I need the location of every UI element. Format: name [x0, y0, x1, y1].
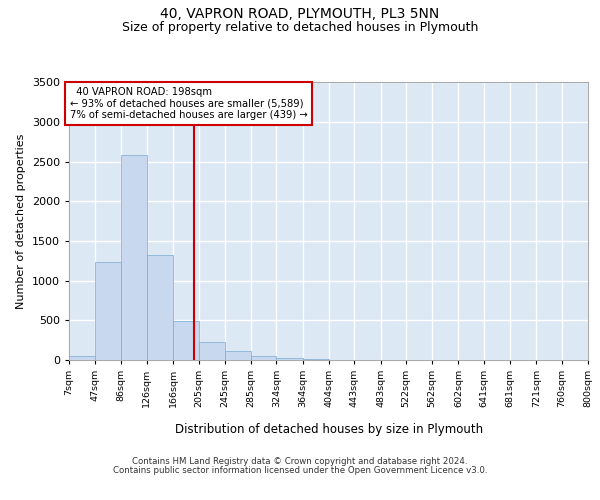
- Text: Contains public sector information licensed under the Open Government Licence v3: Contains public sector information licen…: [113, 466, 487, 475]
- Bar: [199, 342, 225, 360]
- Text: Contains HM Land Registry data © Crown copyright and database right 2024.: Contains HM Land Registry data © Crown c…: [132, 457, 468, 466]
- Text: Distribution of detached houses by size in Plymouth: Distribution of detached houses by size …: [175, 422, 483, 436]
- Text: Size of property relative to detached houses in Plymouth: Size of property relative to detached ho…: [122, 21, 478, 34]
- Bar: [69, 356, 95, 360]
- Bar: [277, 358, 302, 360]
- Bar: [95, 262, 121, 360]
- Y-axis label: Number of detached properties: Number of detached properties: [16, 134, 26, 309]
- Bar: [147, 254, 173, 360]
- Text: 40, VAPRON ROAD, PLYMOUTH, PL3 5NN: 40, VAPRON ROAD, PLYMOUTH, PL3 5NN: [160, 8, 440, 22]
- Bar: [121, 156, 147, 360]
- Text: 40 VAPRON ROAD: 198sqm
← 93% of detached houses are smaller (5,589)
7% of semi-d: 40 VAPRON ROAD: 198sqm ← 93% of detached…: [70, 86, 307, 120]
- Bar: [173, 321, 199, 360]
- Bar: [302, 359, 329, 360]
- Bar: [225, 351, 251, 360]
- Bar: [251, 356, 277, 360]
